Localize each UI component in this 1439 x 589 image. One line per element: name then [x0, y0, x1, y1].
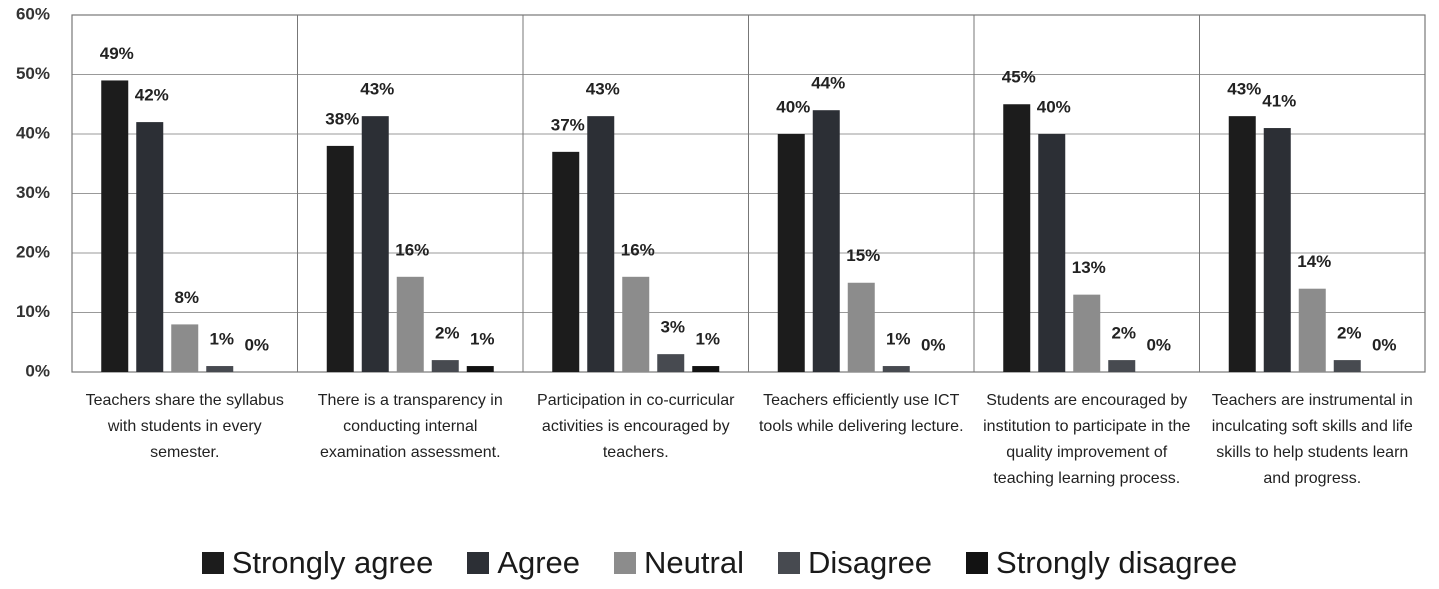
- bar: [692, 366, 720, 372]
- legend-swatch: [201, 552, 224, 574]
- x-tick-label: Students are encouraged by institution t…: [983, 392, 1191, 487]
- data-label: 44%: [811, 74, 845, 93]
- data-label: 0%: [921, 335, 946, 354]
- bar: [396, 276, 424, 372]
- data-label: 1%: [695, 330, 720, 349]
- legend-swatch: [467, 552, 490, 574]
- data-label: 41%: [1262, 92, 1296, 111]
- data-label: 43%: [1227, 80, 1261, 99]
- data-label: 43%: [360, 80, 394, 99]
- y-tick-label: 60%: [16, 4, 50, 23]
- bar: [101, 80, 129, 372]
- data-label: 37%: [551, 115, 585, 134]
- bar: [361, 116, 389, 373]
- data-label: 14%: [1297, 252, 1331, 271]
- data-label: 42%: [135, 86, 169, 105]
- bar: [1298, 288, 1326, 372]
- bar: [136, 122, 164, 372]
- bar: [657, 354, 685, 372]
- data-label: 3%: [660, 318, 685, 337]
- data-label: 40%: [1037, 97, 1071, 116]
- bar: [1038, 134, 1066, 372]
- bar: [622, 276, 650, 372]
- y-tick-label: 50%: [16, 64, 50, 83]
- data-label: 38%: [325, 109, 359, 128]
- legend-item: Neutral: [614, 545, 744, 581]
- data-label: 40%: [776, 97, 810, 116]
- bar: [466, 366, 494, 372]
- x-tick-label: Teachers efficiently use ICT tools while…: [758, 392, 964, 435]
- bar: [171, 324, 199, 372]
- data-label: 13%: [1072, 258, 1106, 277]
- data-label: 1%: [886, 330, 911, 349]
- bar: [552, 151, 580, 372]
- legend: Strongly agree Agree Neutral Disagree Strong…: [0, 545, 1439, 581]
- data-label: 0%: [244, 335, 269, 354]
- data-label: 1%: [209, 330, 234, 349]
- legend-item: Agree: [467, 545, 580, 581]
- data-label: 0%: [1146, 335, 1171, 354]
- bar: [206, 366, 234, 372]
- y-tick-label: 30%: [16, 183, 50, 202]
- y-tick-label: 0%: [25, 361, 50, 380]
- legend-label: Strongly disagree: [996, 545, 1238, 580]
- data-label: 16%: [621, 240, 655, 259]
- bar: [777, 134, 805, 372]
- bar: [326, 145, 354, 372]
- legend-item: Disagree: [777, 545, 933, 581]
- bar: [1108, 360, 1136, 372]
- legend-swatch: [614, 552, 637, 574]
- legend-item: Strongly disagree: [966, 545, 1237, 581]
- y-tick-label: 20%: [16, 242, 50, 261]
- x-tick-label: Participation in co-curricular activitie…: [537, 392, 735, 461]
- bar: [1003, 104, 1031, 372]
- legend-label: Agree: [497, 545, 581, 580]
- bar: [1073, 294, 1101, 372]
- y-tick-label: 40%: [16, 123, 50, 142]
- data-label: 2%: [1337, 324, 1362, 343]
- plot: 0%10%20%30%40%50%60%49%42%8%1% 0%38%43%16…: [16, 4, 1426, 380]
- legend-swatch: [777, 552, 800, 574]
- legend-label: Neutral: [644, 545, 744, 580]
- x-tick-label: Teachers are instrumental in inculcating…: [1211, 392, 1413, 487]
- bar: [882, 366, 910, 372]
- data-label: 43%: [586, 80, 620, 99]
- legend-item: Strongly agree: [201, 545, 434, 581]
- data-label: 15%: [846, 246, 880, 265]
- legend-label: Strongly agree: [231, 545, 434, 580]
- data-label: 49%: [100, 44, 134, 63]
- data-label: 2%: [1111, 324, 1136, 343]
- data-label: 8%: [174, 288, 199, 307]
- bar: [812, 110, 840, 372]
- bar: [1263, 128, 1291, 372]
- bar: [1333, 360, 1361, 372]
- legend-swatch: [966, 552, 989, 574]
- bar: [431, 360, 459, 372]
- x-tick-label: There is a transparency in conducting in…: [317, 392, 503, 461]
- data-label: 2%: [435, 324, 460, 343]
- bar: [1228, 116, 1256, 373]
- legend-label: Disagree: [807, 545, 933, 580]
- x-tick-label: Teachers share the syllabus with student…: [85, 392, 284, 461]
- y-tick-label: 10%: [16, 302, 50, 321]
- bar: [587, 116, 615, 373]
- data-label: 0%: [1372, 335, 1397, 354]
- data-label: 16%: [395, 240, 429, 259]
- data-label: 45%: [1002, 68, 1036, 87]
- data-label: 1%: [470, 330, 495, 349]
- bar: [847, 282, 875, 372]
